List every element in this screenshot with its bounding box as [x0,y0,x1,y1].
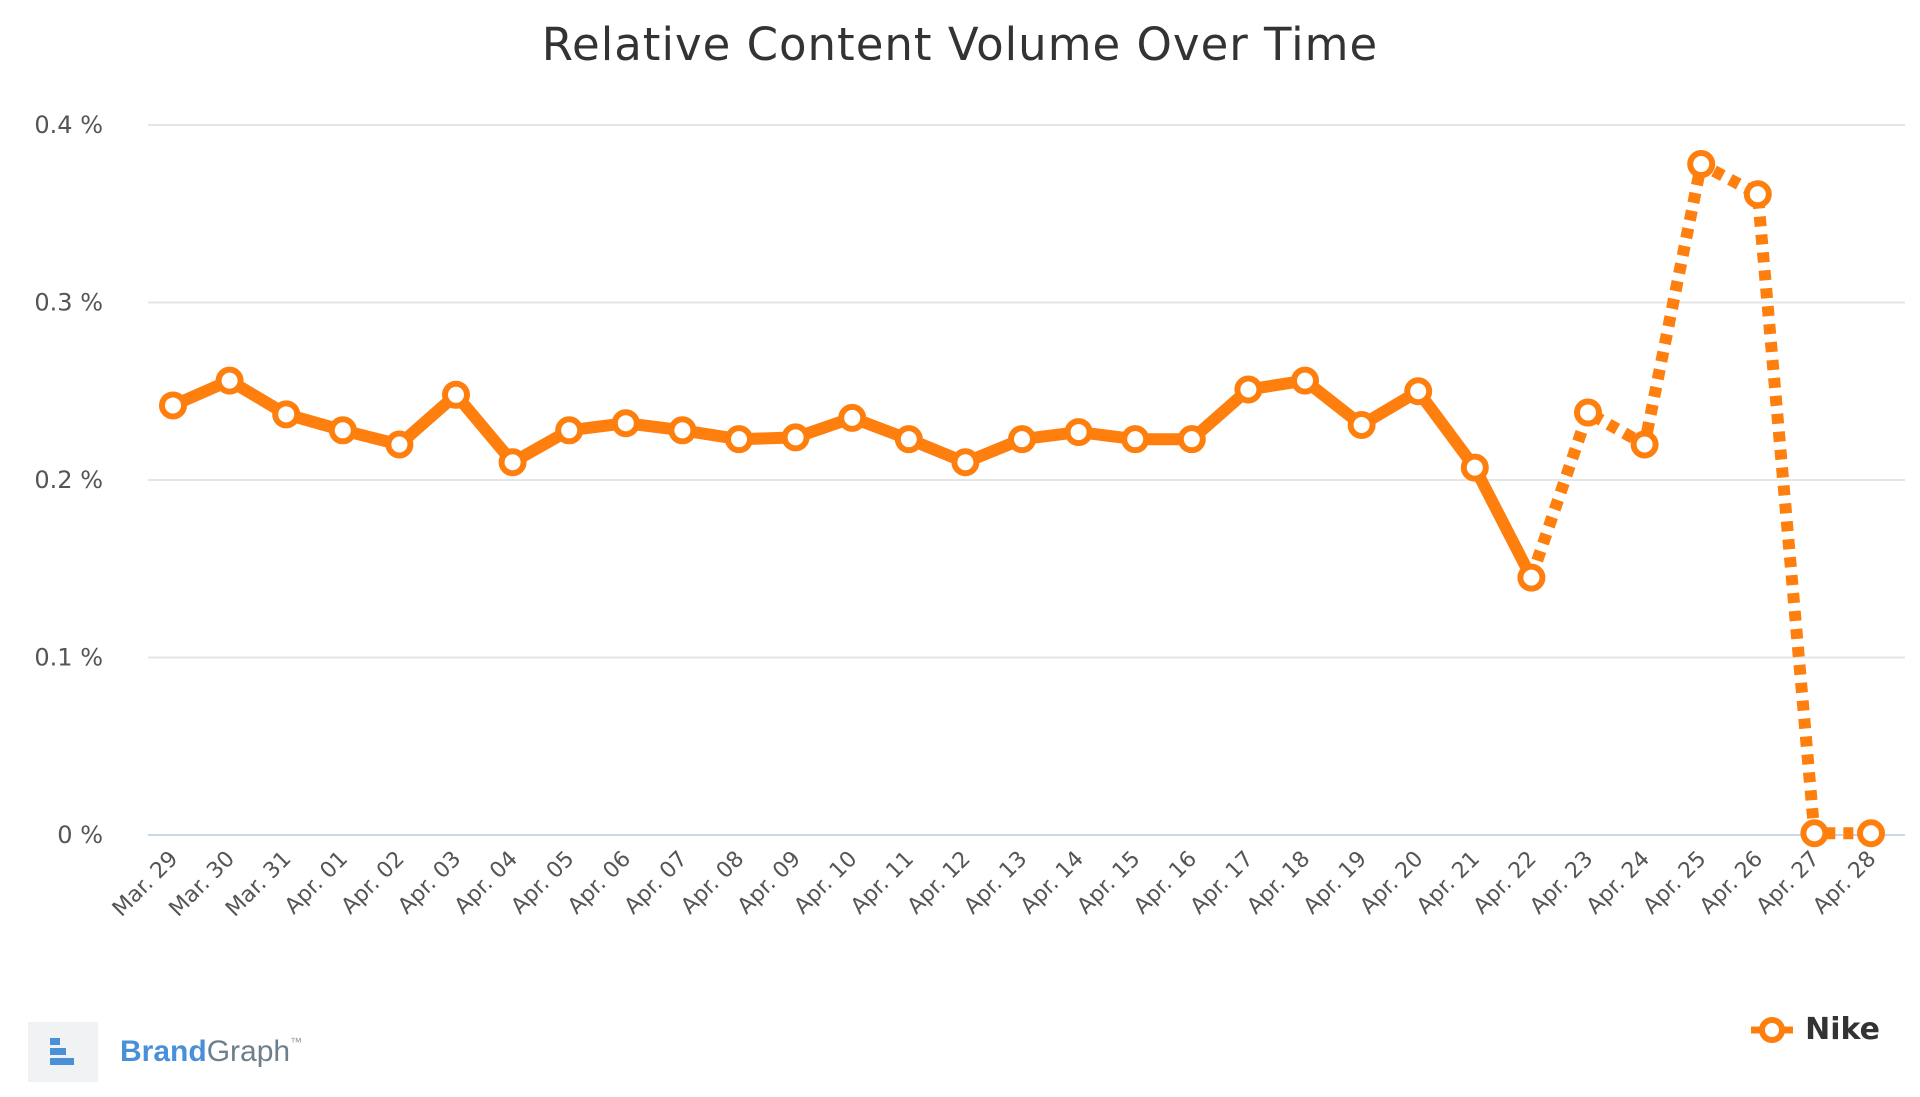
x-tick-label: Apr. 22 [1469,847,1542,920]
y-tick-label: 0.2 % [34,466,103,494]
logo-brand-text: Brand [120,1035,207,1068]
data-point [668,416,697,445]
data-point [1800,819,1829,848]
y-axis-ticks: 0 % 0.1 % 0.2 % 0.3 % 0.4 % [34,111,103,849]
y-tick-label: 0 % [57,821,103,849]
legend-marker-icon [1751,1016,1794,1043]
series-line-dashed [1525,155,1871,840]
data-point [215,366,244,395]
chart-title: Relative Content Volume Over Time [541,18,1379,71]
data-point [725,425,753,454]
x-tick-label: Apr. 17 [1186,847,1259,920]
data-point [1517,563,1546,592]
data-point [1291,366,1319,395]
data-point [1064,418,1093,447]
x-tick-label: Apr. 18 [1242,847,1315,920]
data-point [1008,425,1036,454]
data-point [1177,425,1206,454]
y-tick-label: 0.3 % [34,289,103,317]
data-point [611,409,640,438]
data-point [951,448,980,477]
x-tick-label: Apr. 14 [1016,847,1089,920]
data-point [442,380,470,409]
data-point [385,430,414,459]
data-point [1347,410,1376,439]
series-lines [167,155,1871,840]
x-tick-label: Apr. 24 [1582,847,1655,920]
grid-lines [148,124,1905,836]
x-tick-label: Apr. 20 [1356,847,1429,920]
data-point [159,391,187,420]
series-points [159,150,1885,848]
data-point [1743,180,1772,209]
data-point [781,423,810,452]
x-tick-label: Apr. 27 [1752,847,1825,920]
x-tick-label: Apr. 19 [1299,847,1372,920]
data-point [894,425,923,454]
data-point [1857,819,1885,848]
x-tick-label: Apr. 06 [563,847,636,920]
x-tick-label: Apr. 15 [1073,847,1146,920]
data-point [498,448,527,477]
logo-text: BrandGraph™ [120,1035,302,1069]
data-point [838,403,867,432]
x-tick-label: Apr. 08 [676,847,749,920]
x-tick-label: Apr. 09 [733,847,806,920]
x-tick-label: Apr. 07 [620,847,693,920]
logo-graph-text: Graph [206,1035,291,1068]
x-tick-label: Apr. 10 [790,847,863,920]
logo-tm-text: ™ [290,1035,303,1049]
x-tick-label: Apr. 16 [1129,847,1202,920]
x-tick-label: Apr. 13 [959,847,1032,920]
x-tick-label: Apr. 21 [1412,847,1485,920]
data-point [1630,430,1659,459]
x-tick-label: Apr. 03 [393,847,466,920]
y-tick-label: 0.1 % [34,644,103,672]
data-point [272,400,301,429]
x-tick-label: Apr. 02 [337,847,410,920]
legend-item-nike[interactable]: Nike [1749,1012,1880,1047]
x-tick-label: Apr. 28 [1808,847,1881,920]
x-tick-label: Apr. 12 [903,847,976,920]
data-point [1234,375,1263,404]
data-point [1404,377,1433,406]
x-tick-label: Apr. 05 [507,847,580,920]
x-tick-label: Apr. 04 [450,847,523,920]
x-tick-label: Apr. 23 [1525,847,1598,920]
data-point [555,416,584,445]
data-point [1687,150,1716,179]
x-tick-label: Apr. 25 [1639,847,1712,920]
brandgraph-logo: BrandGraph™ [28,1022,302,1082]
data-point [1460,453,1489,482]
x-tick-label: Apr. 11 [846,847,919,920]
data-point [1574,398,1602,427]
data-point [1121,425,1150,454]
logo-icon [28,1022,98,1082]
x-tick-label: Apr. 26 [1695,847,1768,920]
legend-label: Nike [1805,1012,1880,1047]
x-tick-label: Apr. 01 [280,847,353,920]
data-point [328,416,357,445]
y-tick-label: 0.4 % [34,111,103,139]
